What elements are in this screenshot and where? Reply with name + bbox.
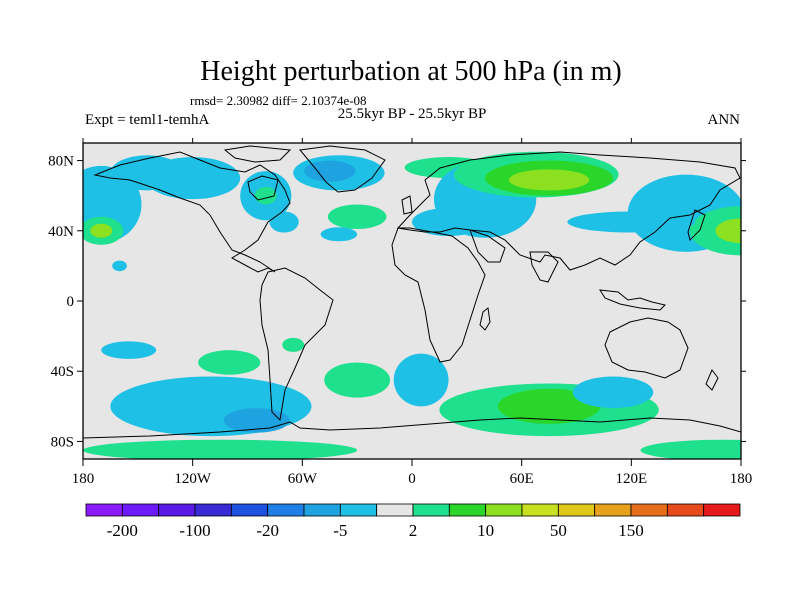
contour-fills [83, 151, 741, 459]
colorbar-label: -100 [179, 521, 210, 540]
x-tick-label: 180 [72, 471, 95, 487]
contour-region [83, 439, 358, 459]
contour-region [497, 388, 601, 424]
contour-region [640, 439, 741, 459]
colorbar-swatch [267, 503, 305, 517]
colorbar-swatch [194, 503, 232, 517]
colorbar-swatch [412, 503, 450, 517]
coastline-new-zealand [705, 369, 719, 391]
y-tick-label: 80S [51, 434, 74, 450]
y-tick-label: 40S [51, 364, 74, 380]
colorbar-swatch [303, 503, 341, 517]
x-tick-label: 120E [615, 471, 647, 487]
coastline-india [529, 251, 559, 283]
contour-region [572, 376, 654, 409]
coastline-japan [687, 209, 706, 241]
colorbar-swatch [703, 503, 741, 517]
contour-region [282, 337, 305, 352]
coastline-australia [604, 317, 689, 379]
x-tick-label: 60W [288, 471, 318, 487]
coastline-south-america [259, 267, 334, 422]
contour-region [327, 204, 387, 230]
contour-region [112, 260, 127, 272]
stats-label: rmsd= 2.30982 diff= 2.10374e-08 [190, 93, 367, 108]
contour-region [320, 227, 358, 242]
coastline-europe-asia [397, 151, 741, 271]
colorbar-swatch [85, 503, 123, 517]
coastline-indonesia [599, 289, 666, 311]
contour-region [90, 223, 113, 238]
contour-region [145, 157, 241, 200]
x-axis-ticks: 180 120W 60W 0 60E 120E 180 [72, 138, 753, 487]
contour-region [412, 207, 486, 237]
contour-region [198, 350, 261, 375]
colorbar-label: -20 [256, 521, 279, 540]
colorbar-label: 2 [409, 521, 418, 540]
colorbar-label: 10 [477, 521, 494, 540]
y-tick-label: 80N [48, 154, 74, 170]
coastline-greenland [299, 145, 386, 193]
coastline-antarctica [83, 417, 741, 439]
chart-title: Height perturbation at 500 hPa (in m) [200, 56, 621, 87]
colorbar-swatch [339, 503, 378, 517]
coastline-arabia [469, 229, 506, 263]
x-tick-label: 60E [510, 471, 534, 487]
colorbar-swatch [158, 503, 196, 517]
colorbar-swatch [448, 503, 487, 517]
colorbar-swatch [230, 503, 269, 517]
contour-region [269, 211, 299, 233]
colorbar-label: 50 [550, 521, 567, 540]
colorbar-label: -200 [107, 521, 138, 540]
y-axis-ticks: 80N 40N 0 40S 80S [48, 154, 746, 450]
colorbar-swatch [121, 503, 160, 517]
x-tick-label: 180 [730, 471, 753, 487]
center-subtitle: 25.5kyr BP - 25.5kyr BP [338, 106, 487, 122]
colorbar-swatch [557, 503, 596, 517]
y-tick-label: 0 [67, 294, 75, 310]
coastline-madagascar [479, 307, 491, 331]
colorbar-swatch [630, 503, 668, 517]
contour-region [324, 362, 391, 398]
coastline-uk [401, 195, 413, 215]
contour-region [101, 341, 157, 359]
contour-region [223, 408, 290, 433]
coastlines [83, 145, 741, 439]
x-tick-label: 120W [174, 471, 212, 487]
coastline-hudson-bay [247, 175, 279, 201]
x-tick-label: 0 [408, 471, 416, 487]
colorbar-label: -5 [333, 521, 347, 540]
contour-region [715, 218, 741, 244]
contour-region [304, 160, 356, 182]
right-subtitle: ANN [708, 112, 741, 128]
coastline-north-america [93, 151, 291, 273]
coastline-arctic-islands [223, 145, 292, 163]
y-tick-label: 40N [48, 224, 74, 240]
colorbar-swatch [485, 503, 523, 517]
left-subtitle: Expt = teml1-temhA [85, 112, 209, 128]
colorbar-swatch [521, 503, 559, 517]
contour-region [508, 169, 590, 191]
colorbar-swatch [666, 503, 705, 517]
contour-region [393, 353, 449, 407]
colorbar: -200 -100 -20 -5 2 10 50 150 [85, 503, 741, 540]
colorbar-swatch [594, 503, 632, 517]
map-area: 180 120W 60W 0 60E 120E 180 80N 40N 0 40S 80S [48, 138, 753, 487]
colorbar-label: 150 [618, 521, 644, 540]
contour-region [567, 211, 696, 233]
contour-region [254, 186, 277, 205]
coastline-africa [391, 227, 486, 363]
colorbar-swatch [376, 503, 414, 517]
